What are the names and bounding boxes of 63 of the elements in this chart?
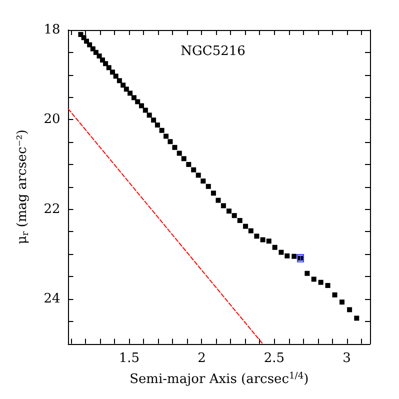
point (154, 122, 160, 128)
point (254, 234, 260, 239)
x-tick-label: 1.5 (118, 350, 140, 366)
point (200, 178, 206, 184)
point (172, 144, 178, 150)
point (226, 208, 232, 214)
point (103, 61, 108, 66)
point (96, 53, 102, 58)
point (181, 156, 186, 162)
y-axis-title: μr (mag arcsec⁻²) (15, 130, 31, 244)
y-tick-label: 24 (44, 291, 60, 306)
point (142, 108, 148, 113)
point (146, 112, 152, 118)
point (284, 253, 290, 258)
x-tick-label: 2 (198, 350, 206, 366)
point (113, 74, 118, 79)
point (116, 78, 122, 84)
point (128, 90, 133, 96)
point (278, 250, 284, 255)
point (139, 103, 144, 108)
point (232, 213, 237, 218)
point (131, 95, 136, 100)
point (304, 270, 310, 276)
y-tick-label: 22 (44, 202, 60, 217)
point (216, 198, 221, 203)
point (159, 128, 164, 133)
point (191, 167, 196, 172)
point (318, 280, 324, 285)
y-tick-label: 18 (44, 22, 60, 38)
point (220, 203, 226, 208)
point (110, 70, 115, 75)
point (311, 276, 316, 282)
point (176, 150, 182, 156)
point (106, 65, 112, 70)
point (206, 184, 211, 189)
point (93, 50, 98, 55)
point (332, 292, 338, 298)
point (292, 254, 297, 259)
text: NGC5216 (180, 44, 246, 59)
point (272, 244, 278, 250)
y-tick-label: 20 (44, 112, 60, 128)
point (87, 42, 92, 48)
x-tick-label: 3 (342, 350, 351, 366)
point (210, 190, 216, 196)
point (325, 282, 330, 288)
point (196, 172, 201, 178)
point (243, 224, 248, 229)
point (151, 118, 156, 123)
point (347, 307, 352, 312)
point (84, 38, 90, 44)
point (340, 300, 344, 305)
point (260, 237, 266, 242)
x-tick-label: 2.5 (264, 350, 285, 366)
point (248, 228, 254, 234)
point (354, 316, 360, 321)
point (164, 134, 169, 139)
point (237, 218, 242, 223)
point (186, 162, 192, 167)
point (168, 139, 173, 144)
point (120, 82, 126, 88)
point (135, 99, 140, 104)
point (124, 86, 129, 92)
point (266, 238, 272, 244)
